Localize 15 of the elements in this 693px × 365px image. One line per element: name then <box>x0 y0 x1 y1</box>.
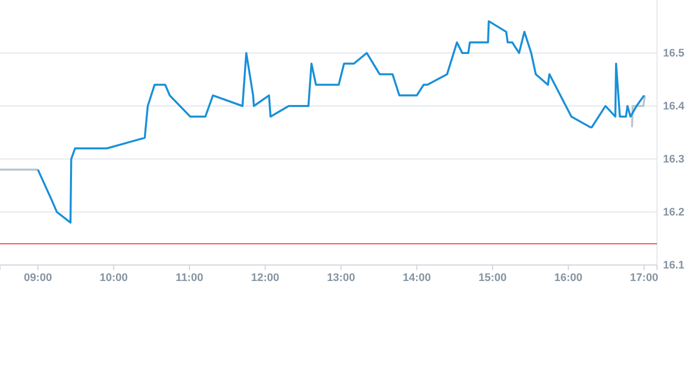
x-tick-label: 17:00 <box>630 272 658 284</box>
x-tick-label: 10:00 <box>100 272 128 284</box>
y-tick-label: 16.1 <box>663 260 684 272</box>
x-tick-label: 11:00 <box>176 272 204 284</box>
x-tick-label: 14:00 <box>402 272 431 284</box>
y-tick-label: 16.3 <box>663 154 684 166</box>
x-tick-label: 09:00 <box>24 272 52 284</box>
x-tick-label: 13:00 <box>326 272 356 284</box>
y-tick-label: 16.5 <box>663 48 684 60</box>
x-tick-label: 12:00 <box>251 272 280 284</box>
y-tick-label: 16.4 <box>663 100 686 113</box>
x-tick-label: 16:00 <box>554 272 582 284</box>
x-tick-label: 15:00 <box>478 272 507 284</box>
line-series <box>36 20 646 224</box>
y-tick-label: 16.2 <box>663 206 684 219</box>
